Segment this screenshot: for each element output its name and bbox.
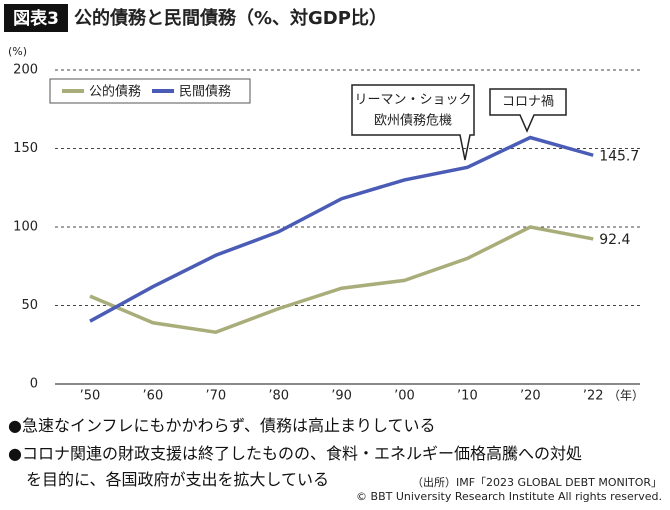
callout xyxy=(489,88,567,133)
y-tick-label: 50 xyxy=(21,298,38,313)
x-tick-label: ’80 xyxy=(268,389,289,404)
y-tick-label: 200 xyxy=(13,63,38,78)
x-tick-label: ’10 xyxy=(457,389,478,404)
series-line xyxy=(89,225,594,334)
figure-label: 図表3 xyxy=(13,8,59,29)
callout xyxy=(351,84,475,161)
x-tick-label: ’50 xyxy=(80,389,101,404)
value-label: 145.7 xyxy=(599,148,639,164)
x-tick-label: ’70 xyxy=(205,389,226,404)
copyright: © BBT University Research Institute All … xyxy=(356,490,662,503)
value-label: 92.4 xyxy=(599,232,630,248)
annotation: 欧州債務危機 xyxy=(374,114,452,129)
chart-title: 公的債務と民間債務（%、対GDP比） xyxy=(74,7,387,29)
legend-label: 公的債務 xyxy=(89,84,141,100)
label-box xyxy=(4,4,68,32)
annotation: リーマン・ショック xyxy=(354,93,471,108)
y-tick-label: 0 xyxy=(30,377,38,392)
y-unit: (%) xyxy=(8,45,27,58)
x-tick-label: ’90 xyxy=(331,389,352,404)
note: ●急速なインフレにもかかわらず、債務は高止まりしている xyxy=(8,416,436,435)
y-tick-label: 150 xyxy=(13,141,38,156)
x-tick-label: ’00 xyxy=(394,389,415,404)
note: ●コロナ関連の財政支援は終了したものの、食料・エネルギー価格高騰への対処 xyxy=(8,444,582,463)
annotation: コロナ禍 xyxy=(502,94,554,110)
x-unit: （年） xyxy=(608,389,644,403)
note: を目的に、各国政府が支出を拡大している xyxy=(26,470,330,489)
legend-label: 民間債務 xyxy=(179,85,231,100)
series-line xyxy=(89,135,594,323)
x-tick-label: ’22 xyxy=(583,389,604,404)
y-tick-label: 100 xyxy=(13,220,38,235)
source: （出所）IMF「2023 GLOBAL DEBT MONITOR」 xyxy=(412,476,662,489)
x-tick-label: ’60 xyxy=(143,389,164,404)
x-tick-label: ’20 xyxy=(520,389,541,404)
